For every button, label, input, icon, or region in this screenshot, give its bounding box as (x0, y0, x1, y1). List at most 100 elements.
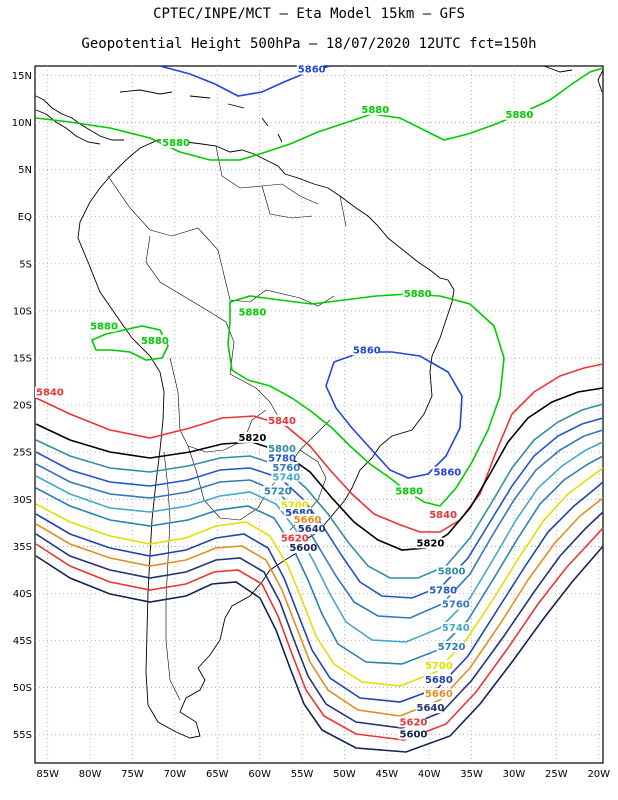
country-borders (107, 145, 347, 701)
contour-label-background (161, 137, 189, 149)
contour-5620 (35, 527, 604, 741)
contour-label-5880: 5880 (395, 487, 423, 498)
contour-5780 (35, 417, 604, 599)
contour-label-background (423, 659, 451, 671)
contour-5600 (35, 545, 604, 753)
contour-label-background (237, 306, 265, 318)
contour-label-background (402, 287, 430, 299)
lon-tick-label: 70W (164, 769, 187, 780)
contour-label-background (139, 334, 167, 346)
contour-label-background (89, 320, 117, 332)
contour-label-background (288, 542, 316, 554)
contour-label-5880: 5880 (506, 110, 534, 121)
map-frame (34, 65, 604, 764)
lon-tick-label: 20W (587, 769, 610, 780)
contour-label-background (292, 513, 320, 525)
contour-label-background (351, 344, 379, 356)
lat-tick-label: EQ (18, 212, 32, 223)
contour-label-background (360, 104, 388, 116)
contour-label-background (436, 640, 464, 652)
contour-label-5880: 5880 (141, 336, 169, 347)
contour-label-5860: 5860 (353, 345, 381, 356)
contour-label-5860: 5860 (433, 468, 461, 479)
contour-5720 (35, 455, 604, 665)
contour-label-5840: 5840 (429, 510, 457, 521)
contour-5760 (35, 429, 604, 619)
contour-label-5820: 5820 (416, 538, 444, 549)
contour-label-5660: 5660 (294, 515, 322, 526)
contour-label-background (440, 622, 468, 634)
contour-5640 (35, 511, 604, 729)
lat-tick-label: 40S (13, 589, 32, 600)
lat-tick-label: 20S (13, 401, 32, 412)
contour-label-background (423, 688, 451, 700)
contour-label-5820: 5820 (238, 433, 266, 444)
contour-label-5720: 5720 (264, 487, 292, 498)
contour-label-background (271, 471, 299, 483)
contour-label-5780: 5780 (268, 454, 296, 465)
contour-label-background (415, 702, 443, 714)
contour-label-5840: 5840 (36, 388, 64, 399)
lat-tick-label: 55S (13, 730, 32, 741)
contour-label-background (284, 507, 312, 519)
coastlines (35, 65, 604, 739)
contour-5740 (35, 441, 604, 643)
contour-lines (35, 65, 604, 753)
contour-label-5840: 5840 (268, 416, 296, 427)
contour-label-5880: 5880 (238, 308, 266, 319)
contour-label-background (415, 537, 443, 549)
graticule (35, 66, 603, 763)
contour-label-background (436, 565, 464, 577)
lon-tick-label: 80W (79, 769, 102, 780)
contour-label-background (267, 414, 295, 426)
contour-5700 (35, 467, 604, 687)
contour-5880-south (227, 293, 505, 507)
contour-label-5740: 5740 (442, 623, 470, 634)
lon-tick-label: 40W (418, 769, 441, 780)
contour-label-background (504, 108, 532, 120)
contour-label-5600: 5600 (400, 730, 428, 741)
central-america-coast (35, 95, 124, 145)
contour-label-background (279, 499, 307, 511)
contour-label-5760: 5760 (272, 463, 300, 474)
lat-tick-label: 25S (13, 448, 32, 459)
lon-tick-label: 25W (545, 769, 568, 780)
lon-tick-label: 85W (36, 769, 59, 780)
lon-tick-label: 60W (248, 769, 271, 780)
lon-tick-label: 65W (206, 769, 229, 780)
lat-tick-label: 10N (12, 118, 32, 129)
contour-label-background (279, 532, 307, 544)
contour-label-5880: 5880 (404, 289, 432, 300)
contour-label-background (271, 462, 299, 474)
lat-tick-label: 5N (18, 165, 32, 176)
contour-label-5720: 5720 (438, 642, 466, 653)
contour-label-background (398, 716, 426, 728)
contour-label-5880: 5880 (90, 322, 118, 333)
contour-label-background (398, 728, 426, 740)
lat-tick-label: 35S (13, 542, 32, 553)
contour-label-5860: 5860 (298, 65, 326, 76)
map-title-line2: Geopotential Height 500hPa – 18/07/2020 … (81, 36, 537, 52)
contour-5880-peru (90, 325, 169, 361)
africa-coast (597, 69, 604, 93)
lon-tick-label: 30W (503, 769, 526, 780)
contour-label-5640: 5640 (416, 703, 444, 714)
contour-5860-core (325, 351, 463, 479)
contour-label-background (440, 598, 468, 610)
axis-ticks: 15N 10N 5N EQ 5S 10S 15S 20S 25S 30S 35S 40S 45S 50S 5… (12, 71, 610, 780)
lat-tick-label: 15S (13, 353, 32, 364)
lon-tick-label: 45W (376, 769, 399, 780)
contour-5800 (35, 403, 604, 579)
lon-tick-label: 75W (121, 769, 144, 780)
contour-label-5880: 5880 (162, 138, 190, 149)
lat-tick-label: 5S (19, 259, 32, 270)
lat-tick-label: 15N (12, 71, 32, 82)
contour-label-5620: 5620 (281, 534, 309, 545)
lat-tick-label: 50S (13, 683, 32, 694)
lat-tick-label: 10S (13, 306, 32, 317)
contour-5820 (35, 387, 604, 551)
caribbean-islands (119, 65, 573, 143)
contour-label-background (432, 466, 460, 478)
contour-label-background (296, 523, 324, 535)
